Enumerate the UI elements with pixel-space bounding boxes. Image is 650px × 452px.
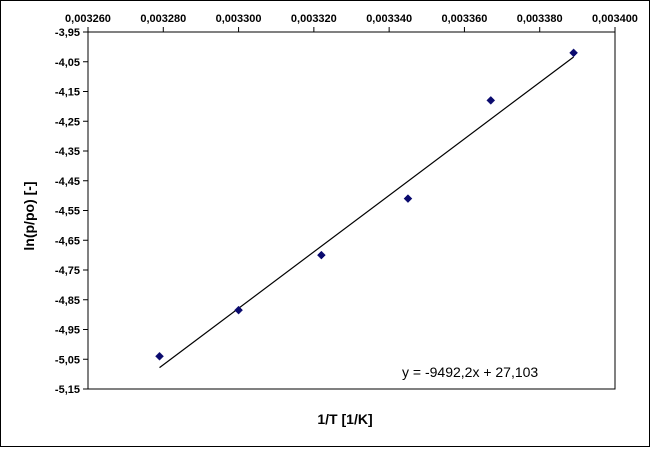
y-tick-label: -4,95 (55, 325, 80, 337)
y-tick-label: -5,05 (55, 354, 80, 366)
y-tick-label: -4,65 (55, 235, 80, 247)
trendline-path (159, 56, 574, 369)
x-tick-label: 0,003400 (592, 13, 638, 25)
y-tick-label: -4,15 (55, 87, 80, 99)
data-point (403, 194, 413, 203)
x-tick-label: 0,003280 (140, 13, 186, 25)
y-tick-label: -4,85 (55, 295, 80, 307)
y-tick-label: -4,75 (55, 265, 80, 277)
data-point (234, 305, 243, 315)
data-series (155, 48, 578, 361)
data-point (155, 351, 164, 361)
x-tick-label: 0,003260 (65, 13, 111, 25)
x-axis: 0,003260 0,003280 0,003300 0,003320 0,003340… (65, 13, 638, 32)
y-axis-title: ln(p/po) [-] (21, 181, 37, 250)
x-tick-label: 0,003360 (441, 13, 487, 25)
y-tick-label: -4,35 (55, 146, 80, 158)
y-tick-label: -4,25 (55, 116, 80, 128)
x-axis-title: 1/T [1/K] (317, 411, 372, 427)
x-tick-label: 0,003380 (517, 13, 563, 25)
trendline (159, 56, 574, 369)
y-tick-label: -4,55 (55, 206, 80, 218)
x-tick-label: 0,003320 (291, 13, 337, 25)
data-point (569, 48, 578, 58)
y-tick-label: -3,95 (55, 27, 80, 39)
y-tick-label: -5,15 (55, 384, 80, 396)
x-tick-label: 0,003300 (216, 13, 262, 25)
y-axis: -3,95 -4,05 -4,15 -4,25 -4,35 -4,45 -4,55 -4,65… (55, 27, 88, 396)
data-point (486, 96, 496, 105)
y-tick-label: -4,05 (55, 57, 80, 69)
trendline-equation: y = -9492,2x + 27,103 (402, 364, 538, 380)
data-point (317, 250, 326, 260)
x-tick-label: 0,003340 (366, 13, 412, 25)
y-tick-label: -4,45 (55, 176, 80, 188)
